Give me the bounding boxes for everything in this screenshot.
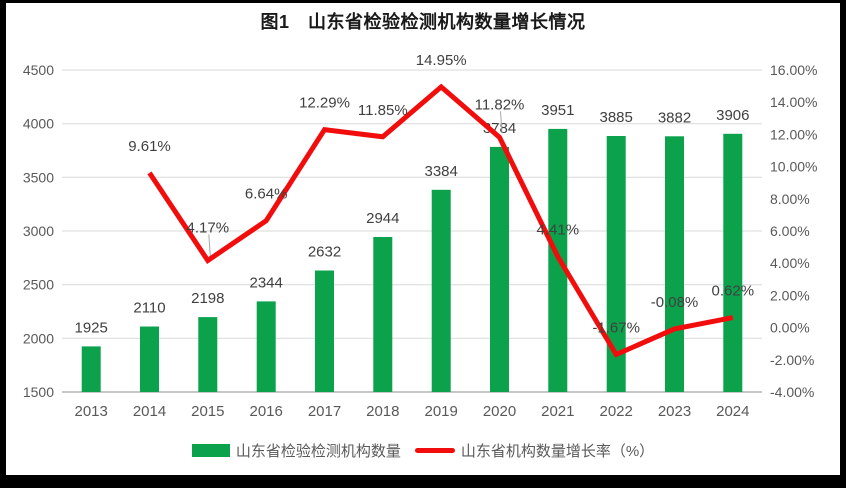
bar-2015 bbox=[198, 317, 218, 392]
rate-label-2020: 11.82% bbox=[475, 96, 525, 113]
bar-2019 bbox=[431, 189, 451, 392]
rate-label-2016: 6.64% bbox=[245, 186, 288, 203]
legend-item-institutions: 山东省检验检测机构数量 bbox=[191, 440, 401, 461]
bar-label-2017: 2632 bbox=[308, 244, 341, 261]
x-axis-label-2014: 2014 bbox=[133, 403, 166, 420]
legend-label-institutions: 山东省检验检测机构数量 bbox=[235, 443, 401, 460]
bar-label-2019: 3384 bbox=[425, 163, 458, 180]
left-axis-tick-label: 3000 bbox=[23, 223, 54, 239]
right-axis-tick-label: 2.00% bbox=[770, 287, 810, 303]
rate-label-2022: -1.67% bbox=[592, 320, 640, 337]
right-axis-tick-label: 12.00% bbox=[770, 126, 817, 142]
bar-2013 bbox=[81, 346, 101, 392]
right-axis-tick-label: 6.00% bbox=[770, 223, 810, 239]
rate-label-2023: -0.08% bbox=[651, 294, 699, 311]
x-axis-label-2017: 2017 bbox=[308, 403, 341, 420]
right-axis-tick-label: -4.00% bbox=[770, 384, 814, 400]
bar-2014 bbox=[140, 326, 159, 392]
bar-2024 bbox=[723, 133, 743, 393]
right-axis-tick-label: 8.00% bbox=[770, 191, 810, 207]
right-axis-tick-label: 16.00% bbox=[770, 62, 817, 78]
right-axis-tick-label: 4.00% bbox=[770, 255, 810, 271]
x-axis-label-2013: 2013 bbox=[75, 403, 108, 420]
bar-label-2013: 1925 bbox=[75, 319, 108, 336]
left-axis-tick-label: 4000 bbox=[23, 116, 54, 132]
bar-label-2022: 3885 bbox=[600, 109, 633, 126]
x-axis-label-2024: 2024 bbox=[716, 403, 749, 420]
legend-item-growth-rate: 山东省机构数量增长率（%） bbox=[414, 440, 655, 461]
x-axis-label-2018: 2018 bbox=[366, 403, 399, 420]
left-axis-tick-label: 2500 bbox=[23, 277, 54, 293]
bar-label-2021: 3951 bbox=[541, 102, 574, 119]
x-axis-label-2020: 2020 bbox=[483, 403, 516, 420]
x-axis-label-2023: 2023 bbox=[658, 403, 691, 420]
rate-label-2017: 12.29% bbox=[299, 95, 350, 112]
bar-2020 bbox=[490, 146, 509, 392]
label-leader-line bbox=[500, 111, 503, 134]
bar-label-2023: 3882 bbox=[658, 109, 691, 126]
chart-background bbox=[6, 3, 840, 475]
left-axis-tick-label: 4500 bbox=[23, 62, 54, 78]
rate-label-2015: 4.17% bbox=[187, 220, 230, 237]
bar-label-2014: 2110 bbox=[133, 300, 165, 317]
left-axis-tick-label: 2000 bbox=[23, 330, 54, 346]
right-axis-tick-label: 14.00% bbox=[770, 94, 817, 110]
rate-label-2021: 4.41% bbox=[537, 222, 580, 239]
bar-2018 bbox=[373, 237, 393, 392]
x-axis-label-2022: 2022 bbox=[600, 403, 633, 420]
chart-title: 图1 山东省检验检测机构数量增长情况 bbox=[260, 12, 586, 32]
label-leader-line bbox=[208, 234, 211, 257]
bar-label-2024: 3906 bbox=[716, 107, 749, 124]
right-axis-tick-label: 10.00% bbox=[770, 159, 817, 175]
right-axis-tick-label: -2.00% bbox=[770, 352, 814, 368]
rate-label-2014: 9.61% bbox=[128, 138, 171, 155]
chart-legend: 山东省检验检测机构数量 山东省机构数量增长率（%） bbox=[0, 440, 846, 461]
x-axis-label-2015: 2015 bbox=[191, 403, 224, 420]
bar-label-2015: 2198 bbox=[191, 290, 224, 307]
bar-2022 bbox=[606, 136, 626, 392]
x-axis-label-2019: 2019 bbox=[425, 403, 458, 420]
growth-rate-line bbox=[147, 83, 734, 358]
bar-2016 bbox=[256, 301, 276, 392]
legend-line-swatch-icon bbox=[414, 448, 455, 453]
bar-label-2018: 2944 bbox=[366, 210, 399, 227]
rate-label-2024: 0.62% bbox=[712, 283, 755, 300]
x-axis-label-2021: 2021 bbox=[541, 403, 574, 420]
right-axis-tick-label: 0.00% bbox=[770, 320, 810, 336]
bar-2023 bbox=[665, 136, 684, 392]
x-axis-label-2016: 2016 bbox=[250, 403, 283, 420]
legend-bar-swatch-icon bbox=[191, 444, 230, 457]
left-axis-tick-label: 1500 bbox=[23, 384, 54, 400]
rate-label-2018: 11.85% bbox=[358, 102, 408, 119]
legend-label-growth-rate: 山东省机构数量增长率（%） bbox=[460, 443, 655, 460]
bar-label-2016: 2344 bbox=[250, 274, 283, 291]
rate-label-2019: 14.95% bbox=[416, 52, 467, 69]
bar-2017 bbox=[315, 270, 334, 392]
left-axis-tick-label: 3500 bbox=[23, 169, 54, 185]
